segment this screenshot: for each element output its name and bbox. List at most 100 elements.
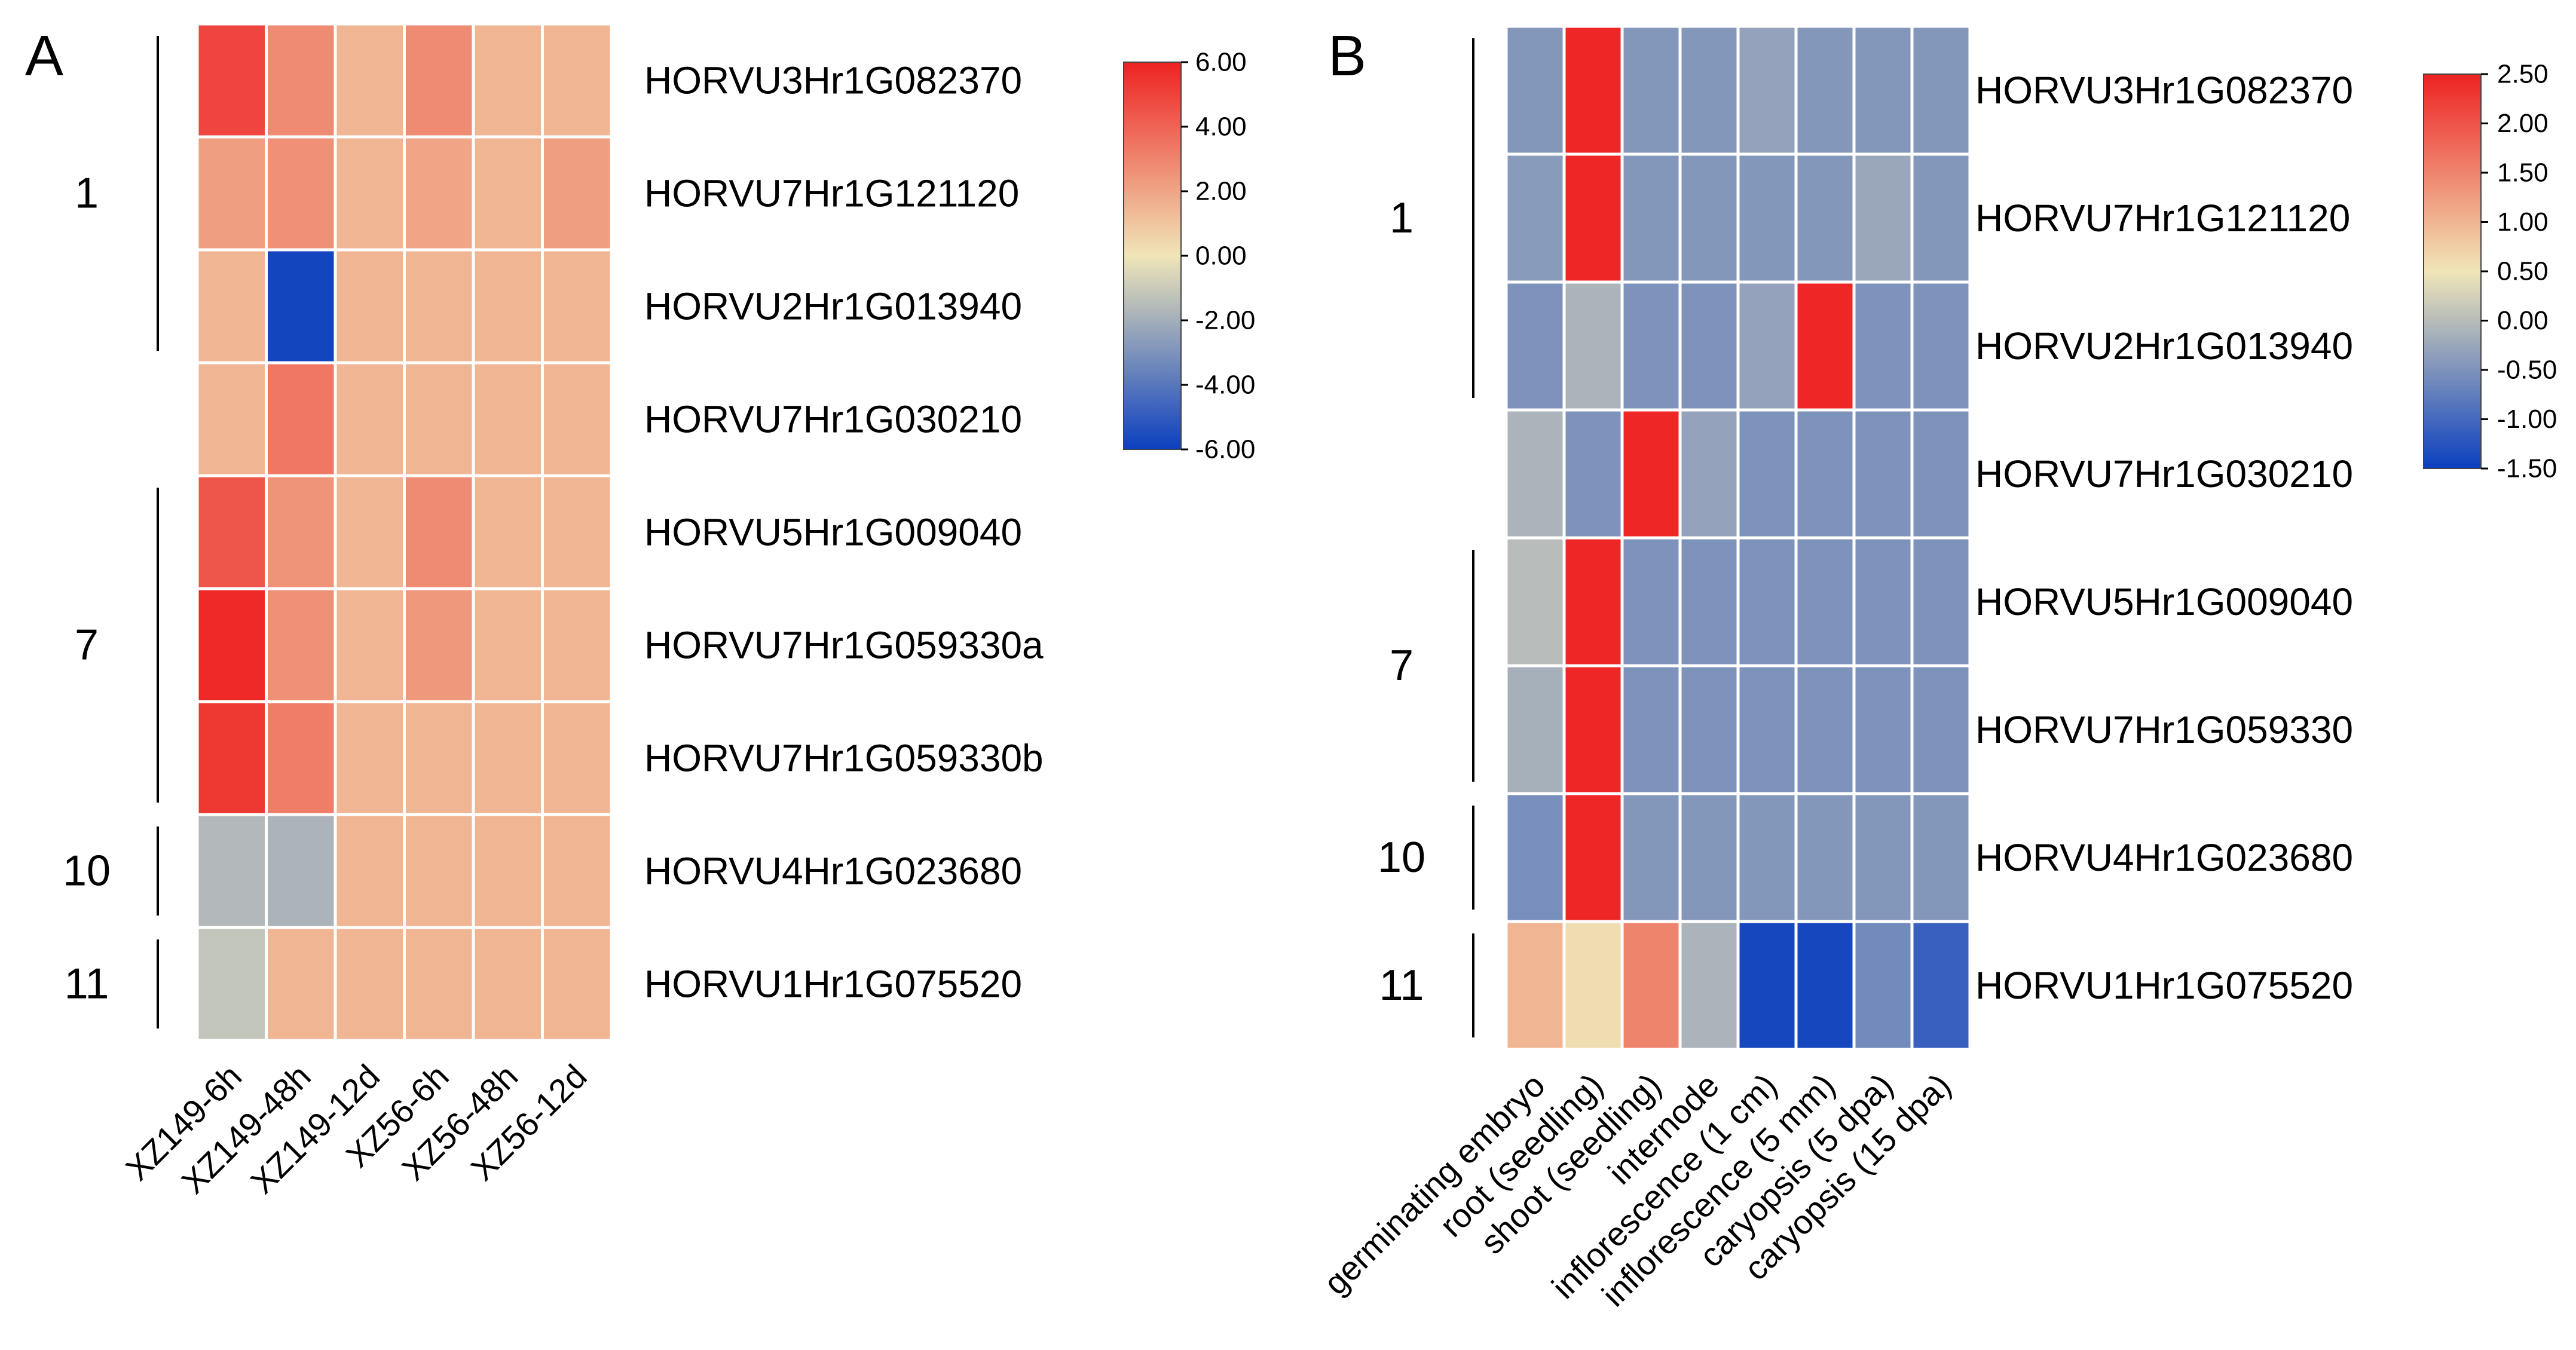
heatmap-cell bbox=[1562, 536, 1624, 668]
heatmap-cell bbox=[1504, 280, 1566, 412]
heatmap-cell bbox=[195, 248, 268, 365]
heatmap-cell bbox=[1736, 920, 1798, 1051]
heatmap-cell bbox=[195, 813, 268, 929]
panel-a-letter: A bbox=[25, 24, 63, 88]
heatmap-cell bbox=[403, 700, 475, 816]
heatmap-cell bbox=[265, 700, 337, 816]
heatmap-cell bbox=[541, 22, 613, 139]
row-label: HORVU7Hr1G059330 bbox=[1975, 708, 2353, 751]
heatmap-cell bbox=[1620, 792, 1682, 923]
heatmap-cell bbox=[1620, 280, 1682, 412]
colorbar-tick-label: 0.00 bbox=[1195, 241, 1247, 271]
heatmap-cell bbox=[1794, 280, 1856, 412]
heatmap-cell bbox=[1736, 408, 1798, 540]
heatmap-cell bbox=[541, 813, 613, 929]
row-label: HORVU7Hr1G121120 bbox=[644, 172, 1019, 215]
heatmap-cell bbox=[334, 926, 406, 1042]
heatmap-cell bbox=[1562, 920, 1624, 1051]
heatmap-cell bbox=[1562, 152, 1624, 284]
heatmap-cell bbox=[265, 135, 337, 252]
heatmap-cell bbox=[1852, 408, 1914, 540]
heatmap-cell bbox=[195, 361, 268, 477]
heatmap-cell bbox=[472, 248, 544, 365]
row-label: HORVU7Hr1G059330a bbox=[644, 624, 1044, 667]
row-label: HORVU2Hr1G013940 bbox=[644, 285, 1022, 328]
colorbar-tick-label: -4.00 bbox=[1195, 371, 1255, 400]
heatmap-cell bbox=[472, 926, 544, 1042]
colorbar-tick-label: -6.00 bbox=[1195, 435, 1255, 464]
heatmap-cell bbox=[1794, 536, 1856, 668]
heatmap-cell bbox=[403, 474, 475, 590]
heatmap-cell bbox=[1678, 408, 1740, 540]
heatmap-cell bbox=[1504, 664, 1566, 795]
heatmap-cell bbox=[541, 474, 613, 590]
heatmap-cell bbox=[1736, 152, 1798, 284]
heatmap-cell bbox=[334, 700, 406, 816]
row-label: HORVU4Hr1G023680 bbox=[644, 850, 1022, 893]
row-label: HORVU7Hr1G121120 bbox=[1975, 197, 2350, 240]
heatmap-cell bbox=[1794, 25, 1856, 156]
heatmap-cell bbox=[195, 22, 268, 139]
row-label: HORVU7Hr1G030210 bbox=[644, 398, 1022, 441]
colorbar-tick-label: 6.00 bbox=[1195, 48, 1247, 77]
colorbar-tick-label: 1.50 bbox=[2497, 158, 2549, 188]
heatmap-cell bbox=[265, 248, 337, 365]
group-label: 1 bbox=[1390, 194, 1414, 242]
heatmap-cell bbox=[1620, 152, 1682, 284]
heatmap-cell bbox=[1504, 920, 1566, 1051]
heatmap-cell bbox=[265, 926, 337, 1042]
colorbar bbox=[2423, 74, 2482, 469]
group-label: 1 bbox=[75, 170, 99, 218]
heatmap-cell bbox=[403, 248, 475, 365]
heatmap-cell bbox=[1910, 408, 1972, 540]
heatmap-cell bbox=[541, 361, 613, 477]
row-label: HORVU1Hr1G075520 bbox=[644, 963, 1022, 1006]
row-label: HORVU7Hr1G059330b bbox=[644, 737, 1044, 780]
heatmap-cell bbox=[1852, 152, 1914, 284]
group-label: 7 bbox=[1390, 642, 1414, 690]
heatmap-cell bbox=[472, 700, 544, 816]
colorbar bbox=[1123, 62, 1182, 450]
heatmap-cell bbox=[1562, 664, 1624, 795]
heatmap-cell bbox=[1562, 280, 1624, 412]
heatmap-cell bbox=[1910, 792, 1972, 923]
heatmap-cell bbox=[1678, 280, 1740, 412]
heatmap-cell bbox=[334, 813, 406, 929]
heatmap-cell bbox=[403, 135, 475, 252]
heatmap-cell bbox=[1736, 792, 1798, 923]
heatmap-cell bbox=[1852, 920, 1914, 1051]
heatmap-cell bbox=[334, 587, 406, 703]
colorbar-tick-label: -0.50 bbox=[2497, 356, 2557, 385]
heatmap-cell bbox=[472, 135, 544, 252]
heatmap-cell bbox=[472, 22, 544, 139]
heatmap-cell bbox=[334, 248, 406, 365]
heatmap-cell bbox=[1620, 536, 1682, 668]
heatmap-cell bbox=[1678, 152, 1740, 284]
heatmap-cell bbox=[1504, 536, 1566, 668]
heatmap-cell bbox=[1504, 792, 1566, 923]
group-label: 7 bbox=[75, 622, 99, 669]
heatmap-cell bbox=[195, 474, 268, 590]
heatmap-cell bbox=[195, 926, 268, 1042]
heatmap-cell bbox=[1852, 664, 1914, 795]
group-label: 10 bbox=[63, 847, 111, 895]
heatmap-cell bbox=[403, 22, 475, 139]
panel-b-heatmap: B HORVU3Hr1G082370 HORVU7Hr1G121120 HORVU2… bbox=[1316, 24, 2557, 1314]
heatmap-cell bbox=[1852, 792, 1914, 923]
heatmap-cell bbox=[403, 813, 475, 929]
colorbar-tick-label: 2.00 bbox=[1195, 177, 1247, 206]
group-label: 11 bbox=[65, 960, 109, 1008]
panel-b-letter: B bbox=[1328, 24, 1366, 88]
heatmap-cell bbox=[1910, 664, 1972, 795]
heatmap-cell bbox=[1504, 152, 1566, 284]
heatmap-cell bbox=[472, 361, 544, 477]
heatmap-cell bbox=[1620, 920, 1682, 1051]
heatmap-cell bbox=[1620, 664, 1682, 795]
heatmap-cell bbox=[1620, 25, 1682, 156]
heatmap-cell bbox=[1678, 536, 1740, 668]
row-label: HORVU2Hr1G013940 bbox=[1975, 325, 2353, 368]
row-label: HORVU5Hr1G009040 bbox=[1975, 580, 2353, 623]
heatmap-cell bbox=[265, 22, 337, 139]
heatmap-cell bbox=[265, 813, 337, 929]
heatmap-cell bbox=[403, 587, 475, 703]
